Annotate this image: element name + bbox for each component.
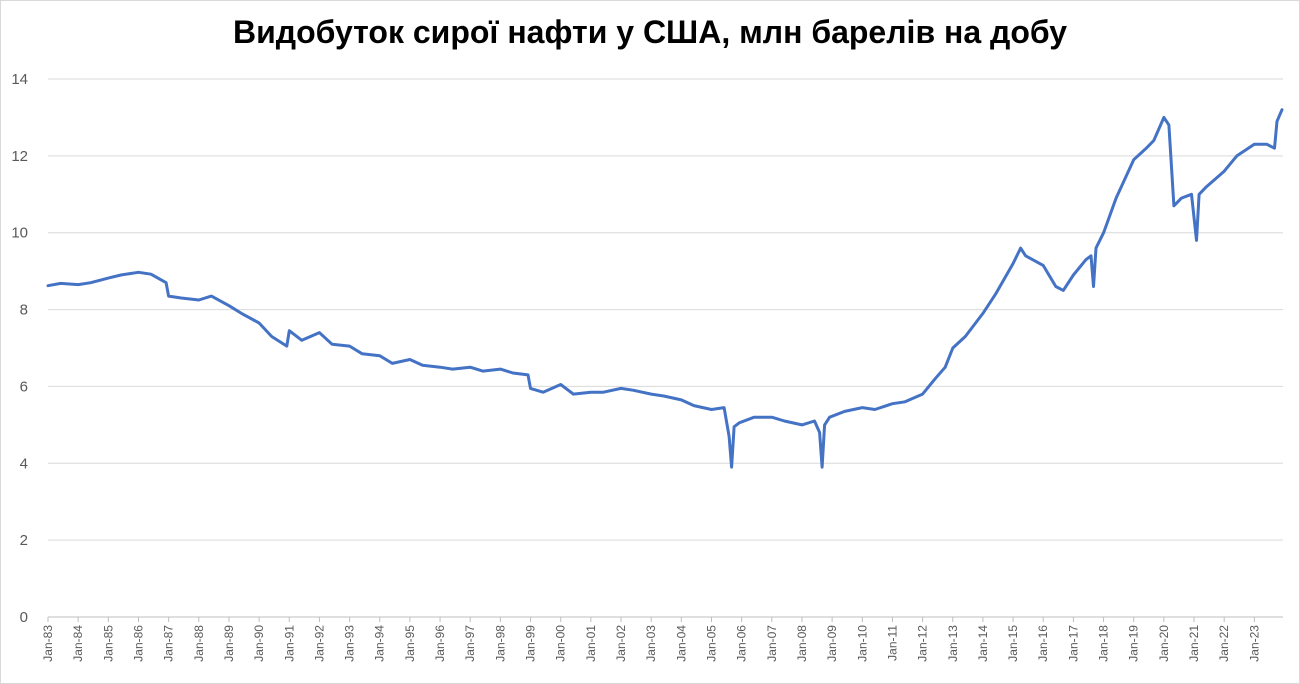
x-tick-label: Jan-96	[433, 625, 447, 662]
x-tick-label: Jan-12	[916, 625, 930, 662]
chart-title: Видобуток сирої нафти у США, млн барелів…	[232, 14, 1068, 50]
gridlines	[48, 78, 1283, 618]
y-tick-label: 10	[11, 225, 28, 242]
x-tick-label: Jan-86	[131, 625, 145, 662]
y-axis-tick-labels: 0 2 4 6 8 10 12 14	[11, 71, 28, 626]
x-tick-label: Jan-94	[373, 625, 387, 662]
x-tick-label: Jan-08	[795, 625, 809, 662]
series-line-group	[46, 108, 1284, 469]
x-tick-label: Jan-07	[765, 625, 779, 662]
x-tick-label: Jan-21	[1187, 625, 1201, 662]
x-tick-label: Jan-18	[1097, 625, 1111, 662]
y-tick-label: 0	[20, 609, 28, 626]
y-tick-label: 12	[11, 148, 28, 165]
x-tick-label: Jan-11	[885, 625, 899, 661]
x-tick-label: Jan-83	[41, 625, 55, 662]
x-tick-label: Jan-15	[1006, 625, 1020, 662]
x-tick-label: Jan-05	[704, 625, 718, 662]
x-tick-label: Jan-03	[644, 625, 658, 662]
x-tick-label: Jan-84	[71, 625, 85, 662]
x-tick-label: Jan-10	[855, 625, 869, 662]
x-tick-label: Jan-90	[252, 625, 266, 662]
x-tick-label: Jan-92	[312, 625, 326, 662]
x-tick-label: Jan-99	[524, 625, 538, 662]
x-tick-label: Jan-95	[403, 625, 417, 662]
y-tick-label: 2	[20, 532, 28, 549]
y-tick-label: 8	[20, 302, 28, 319]
x-tick-label: Jan-13	[946, 625, 960, 662]
x-tick-label: Jan-16	[1036, 625, 1050, 662]
x-tick-label: Jan-19	[1127, 625, 1141, 662]
x-tick-label: Jan-04	[674, 625, 688, 662]
x-tick-label: Jan-00	[554, 625, 568, 662]
x-axis: Jan-83 Jan-84 Jan-85 Jan-86 Jan-87 Jan-88 Jan-…	[41, 617, 1261, 662]
x-tick-label: Jan-06	[735, 625, 749, 662]
x-tick-label: Jan-93	[343, 625, 357, 662]
y-tick-label: 4	[20, 455, 28, 472]
series-line	[46, 108, 1284, 469]
x-tick-label: Jan-14	[976, 625, 990, 662]
x-tick-label: Jan-88	[192, 625, 206, 662]
x-tick-label: Jan-23	[1247, 625, 1261, 662]
x-tick-label: Jan-87	[162, 625, 176, 662]
x-tick-label: Jan-09	[825, 625, 839, 662]
x-tick-label: Jan-97	[463, 625, 477, 662]
x-tick-label: Jan-17	[1066, 625, 1080, 662]
x-tick-label: Jan-98	[493, 625, 507, 662]
y-tick-label: 14	[11, 71, 28, 88]
x-tick-label: Jan-02	[614, 625, 628, 662]
x-tick-label: Jan-91	[282, 625, 296, 662]
x-tick-label: Jan-01	[584, 625, 598, 662]
x-tick-label: Jan-22	[1217, 625, 1231, 662]
x-tick-label: Jan-89	[222, 625, 236, 662]
x-tick-label: Jan-85	[101, 625, 115, 662]
y-tick-label: 6	[20, 378, 28, 395]
x-tick-label: Jan-20	[1157, 625, 1171, 662]
